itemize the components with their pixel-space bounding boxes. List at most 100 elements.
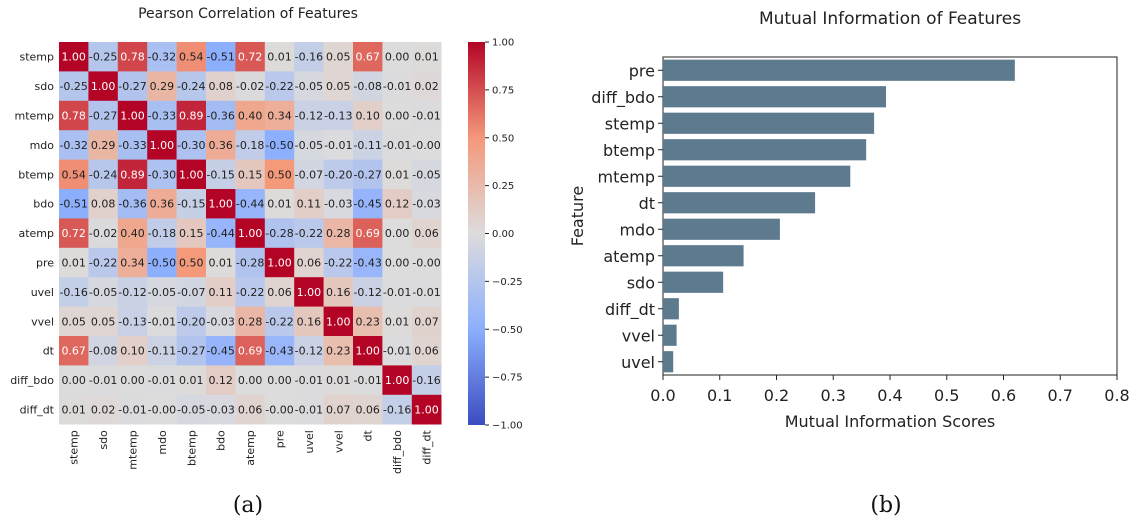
heatmap-cell bbox=[294, 130, 324, 160]
heatmap-column-label: pre bbox=[274, 430, 287, 448]
heatmap-cell-value: -0.00 bbox=[148, 404, 176, 417]
heatmap-cell-value: -0.16 bbox=[295, 51, 323, 64]
heatmap-cell bbox=[235, 42, 266, 72]
heatmap-cell bbox=[323, 42, 354, 72]
colorbar-tick-label: −0.50 bbox=[492, 325, 523, 336]
heatmap-panel: Pearson Correlation of Features 1.00 -0.2… bbox=[10, 6, 522, 518]
heatmap-cell-value: 1.00 bbox=[385, 374, 410, 387]
heatmap-cell-value: -0.12 bbox=[118, 286, 146, 299]
bar-panel: Mutual Information of Features pre diff_b… bbox=[568, 9, 1130, 518]
heatmap-cell-value: 0.78 bbox=[61, 110, 86, 123]
bar bbox=[663, 218, 780, 240]
heatmap-cell bbox=[147, 365, 177, 396]
heatmap-cell bbox=[235, 306, 266, 337]
bar bbox=[663, 165, 851, 187]
heatmap-cell-value: -0.02 bbox=[236, 80, 264, 93]
heatmap-cell bbox=[88, 277, 119, 307]
heatmap-column-label: vvel bbox=[332, 430, 345, 453]
heatmap-row-label: dt bbox=[43, 345, 55, 358]
heatmap-cell-value: 0.28 bbox=[326, 227, 351, 240]
heatmap-cell-value: -0.03 bbox=[206, 315, 234, 328]
heatmap-cell bbox=[147, 277, 177, 307]
heatmap-cell bbox=[147, 218, 177, 249]
heatmap-cell-value: -0.27 bbox=[353, 168, 381, 181]
heatmap-cell-value: 0.23 bbox=[326, 345, 351, 358]
heatmap-cell bbox=[294, 336, 324, 366]
heatmap-cell-value: 0.00 bbox=[385, 110, 410, 123]
heatmap-column-label: uvel bbox=[303, 430, 316, 453]
heatmap-cell bbox=[235, 277, 266, 307]
heatmap-cell bbox=[411, 365, 442, 396]
heatmap-cell bbox=[59, 365, 89, 396]
heatmap-cell bbox=[147, 100, 177, 131]
heatmap-cell bbox=[88, 365, 119, 396]
heatmap-cell bbox=[294, 42, 324, 72]
heatmap-cell bbox=[88, 306, 119, 337]
heatmap-cell-value: 0.72 bbox=[61, 227, 86, 240]
heatmap-cell bbox=[147, 130, 177, 160]
heatmap-cell bbox=[117, 247, 148, 278]
heatmap-cell bbox=[206, 71, 236, 102]
heatmap-cell-value: 0.05 bbox=[326, 51, 351, 64]
heatmap-cell-value: 0.36 bbox=[150, 198, 175, 211]
heatmap-cell-value: 0.29 bbox=[150, 80, 175, 93]
heatmap-cell-value: 0.01 bbox=[61, 257, 86, 270]
heatmap-cell bbox=[411, 100, 442, 131]
heatmap-cell-value: -0.51 bbox=[206, 51, 234, 64]
heatmap-cell bbox=[264, 218, 295, 249]
heatmap-cell-value: 1.00 bbox=[326, 315, 351, 328]
heatmap-cell-value: -0.51 bbox=[59, 198, 87, 211]
heatmap-cell bbox=[382, 189, 413, 219]
heatmap-cell bbox=[235, 189, 266, 219]
heatmap-cell bbox=[323, 247, 354, 278]
bar bbox=[663, 192, 816, 214]
heatmap-cell bbox=[411, 394, 442, 425]
heatmap-cell-value: 0.11 bbox=[297, 198, 322, 211]
heatmap-cell bbox=[176, 218, 207, 249]
heatmap-cell bbox=[294, 394, 324, 425]
heatmap-cell bbox=[176, 42, 207, 72]
heatmap-cell-value: 0.07 bbox=[326, 404, 351, 417]
heatmap-cell bbox=[147, 336, 177, 366]
heatmap-cell bbox=[411, 189, 442, 219]
heatmap-column-label: mdo bbox=[156, 430, 169, 455]
heatmap-cell-value: -0.13 bbox=[324, 110, 352, 123]
heatmap-cell-value: -0.20 bbox=[177, 315, 205, 328]
heatmap-cell bbox=[206, 218, 236, 249]
panel-label-a: (a) bbox=[233, 493, 263, 518]
heatmap-cell bbox=[235, 394, 266, 425]
heatmap-cell-value: 0.00 bbox=[385, 257, 410, 270]
heatmap-cell bbox=[382, 130, 413, 160]
panel-label-b: (b) bbox=[870, 493, 901, 518]
heatmap-cell-value: 1.00 bbox=[120, 110, 145, 123]
heatmap-cell bbox=[353, 71, 383, 102]
heatmap-cell bbox=[59, 306, 89, 337]
heatmap-cell bbox=[323, 218, 354, 249]
heatmap-cell-value: 0.12 bbox=[385, 198, 410, 211]
heatmap-row-label: stemp bbox=[19, 51, 54, 64]
bar-category-label: sdo bbox=[627, 273, 655, 292]
heatmap-cell bbox=[323, 159, 354, 190]
heatmap-cell bbox=[176, 159, 207, 190]
heatmap-cell bbox=[411, 130, 442, 160]
heatmap-cell-value: -0.03 bbox=[206, 404, 234, 417]
heatmap-cell-value: -0.25 bbox=[89, 51, 117, 64]
heatmap-column-label: diff_bdo bbox=[391, 430, 404, 474]
heatmap-cell bbox=[206, 159, 236, 190]
heatmap-cell-value: 0.15 bbox=[179, 227, 204, 240]
heatmap-cell-value: 0.50 bbox=[267, 168, 292, 181]
heatmap-cell bbox=[264, 71, 295, 102]
heatmap-cell bbox=[411, 42, 442, 72]
heatmap-cell-value: -0.15 bbox=[206, 168, 234, 181]
heatmap-cell bbox=[353, 100, 383, 131]
heatmap-cell bbox=[382, 159, 413, 190]
heatmap-cell bbox=[382, 100, 413, 131]
heatmap-cell-value: -0.16 bbox=[59, 286, 87, 299]
heatmap-cell bbox=[176, 365, 207, 396]
heatmap-cell-value: -0.01 bbox=[118, 404, 146, 417]
heatmap-cell-value: -0.32 bbox=[148, 51, 176, 64]
heatmap-row-label: uvel bbox=[31, 286, 54, 299]
heatmap-cell-value: 0.00 bbox=[385, 51, 410, 64]
heatmap-cell-value: 1.00 bbox=[238, 227, 263, 240]
heatmap-column-label: atemp bbox=[244, 430, 257, 466]
